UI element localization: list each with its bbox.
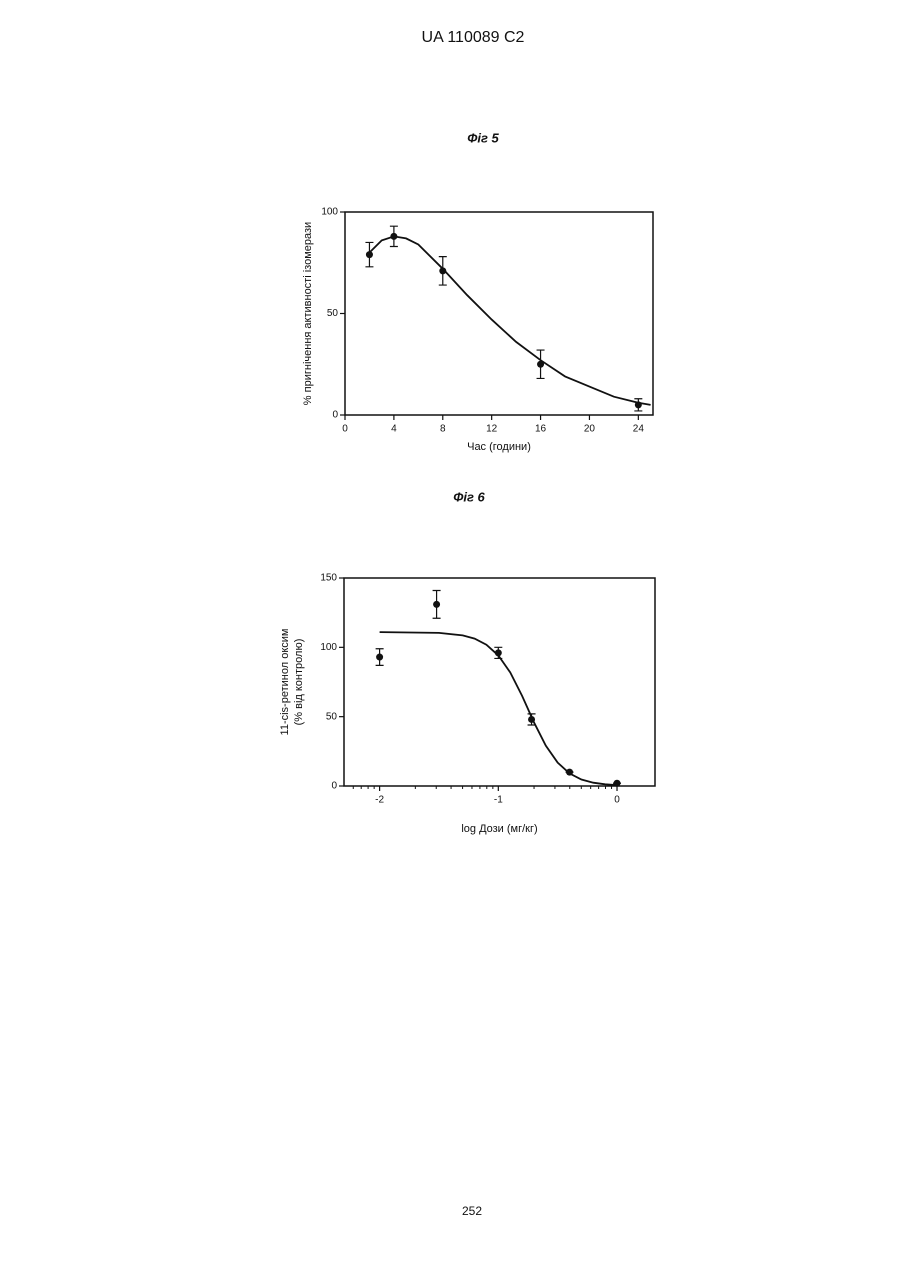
x-axis-label: Час (години) bbox=[467, 441, 531, 453]
data-point bbox=[366, 251, 373, 258]
y-tick-label: 50 bbox=[327, 308, 339, 319]
data-point bbox=[528, 716, 535, 723]
page-number: 252 bbox=[462, 1204, 482, 1218]
x-tick-label: 24 bbox=[633, 424, 645, 435]
data-point bbox=[439, 267, 446, 274]
plot-frame bbox=[344, 578, 655, 786]
data-point bbox=[614, 780, 621, 787]
x-tick-label: 4 bbox=[391, 424, 397, 435]
data-point bbox=[376, 654, 383, 661]
y-tick-label: 50 bbox=[326, 711, 338, 722]
x-tick-label: 16 bbox=[535, 424, 547, 435]
y-tick-label: 0 bbox=[332, 410, 338, 421]
fit-curve bbox=[369, 236, 650, 405]
y-tick-label: 0 bbox=[331, 781, 337, 792]
data-point bbox=[635, 401, 642, 408]
plot-frame bbox=[345, 212, 653, 415]
data-point bbox=[495, 649, 502, 656]
y-axis-label: % пригнічення активності ізомерази bbox=[302, 222, 314, 405]
x-tick-label: -1 bbox=[494, 795, 503, 806]
y-axis-label: (% від контролю) bbox=[293, 639, 305, 726]
patent-header: UA 110089 C2 bbox=[422, 29, 525, 46]
x-tick-label: 20 bbox=[584, 424, 596, 435]
x-tick-label: 0 bbox=[614, 795, 620, 806]
figure-caption: Фіг 6 bbox=[453, 489, 485, 504]
x-tick-label: -2 bbox=[375, 795, 384, 806]
x-tick-label: 8 bbox=[440, 424, 446, 435]
x-tick-label: 12 bbox=[486, 424, 498, 435]
figure-caption: Фіг 5 bbox=[467, 130, 499, 145]
page: UA 110089 C2 252 Фіг 5 0 50 100 0 4 8 12 16 20 24 Ч… bbox=[0, 0, 901, 1273]
y-tick-label: 150 bbox=[320, 573, 337, 584]
document-page: UA 110089 C2 252 Фіг 5 0 50 100 0 4 8 12 16 20 24 Ч… bbox=[0, 0, 901, 1273]
y-tick-label: 100 bbox=[321, 207, 338, 218]
data-point bbox=[390, 233, 397, 240]
data-point bbox=[537, 361, 544, 368]
data-point bbox=[566, 769, 573, 776]
data-point bbox=[433, 601, 440, 608]
y-tick-label: 100 bbox=[320, 642, 337, 653]
y-axis-label: 11-cis-ретинол оксим bbox=[279, 629, 291, 736]
x-tick-label: 0 bbox=[342, 424, 348, 435]
x-axis-label: log Дози (мг/кг) bbox=[461, 823, 537, 835]
